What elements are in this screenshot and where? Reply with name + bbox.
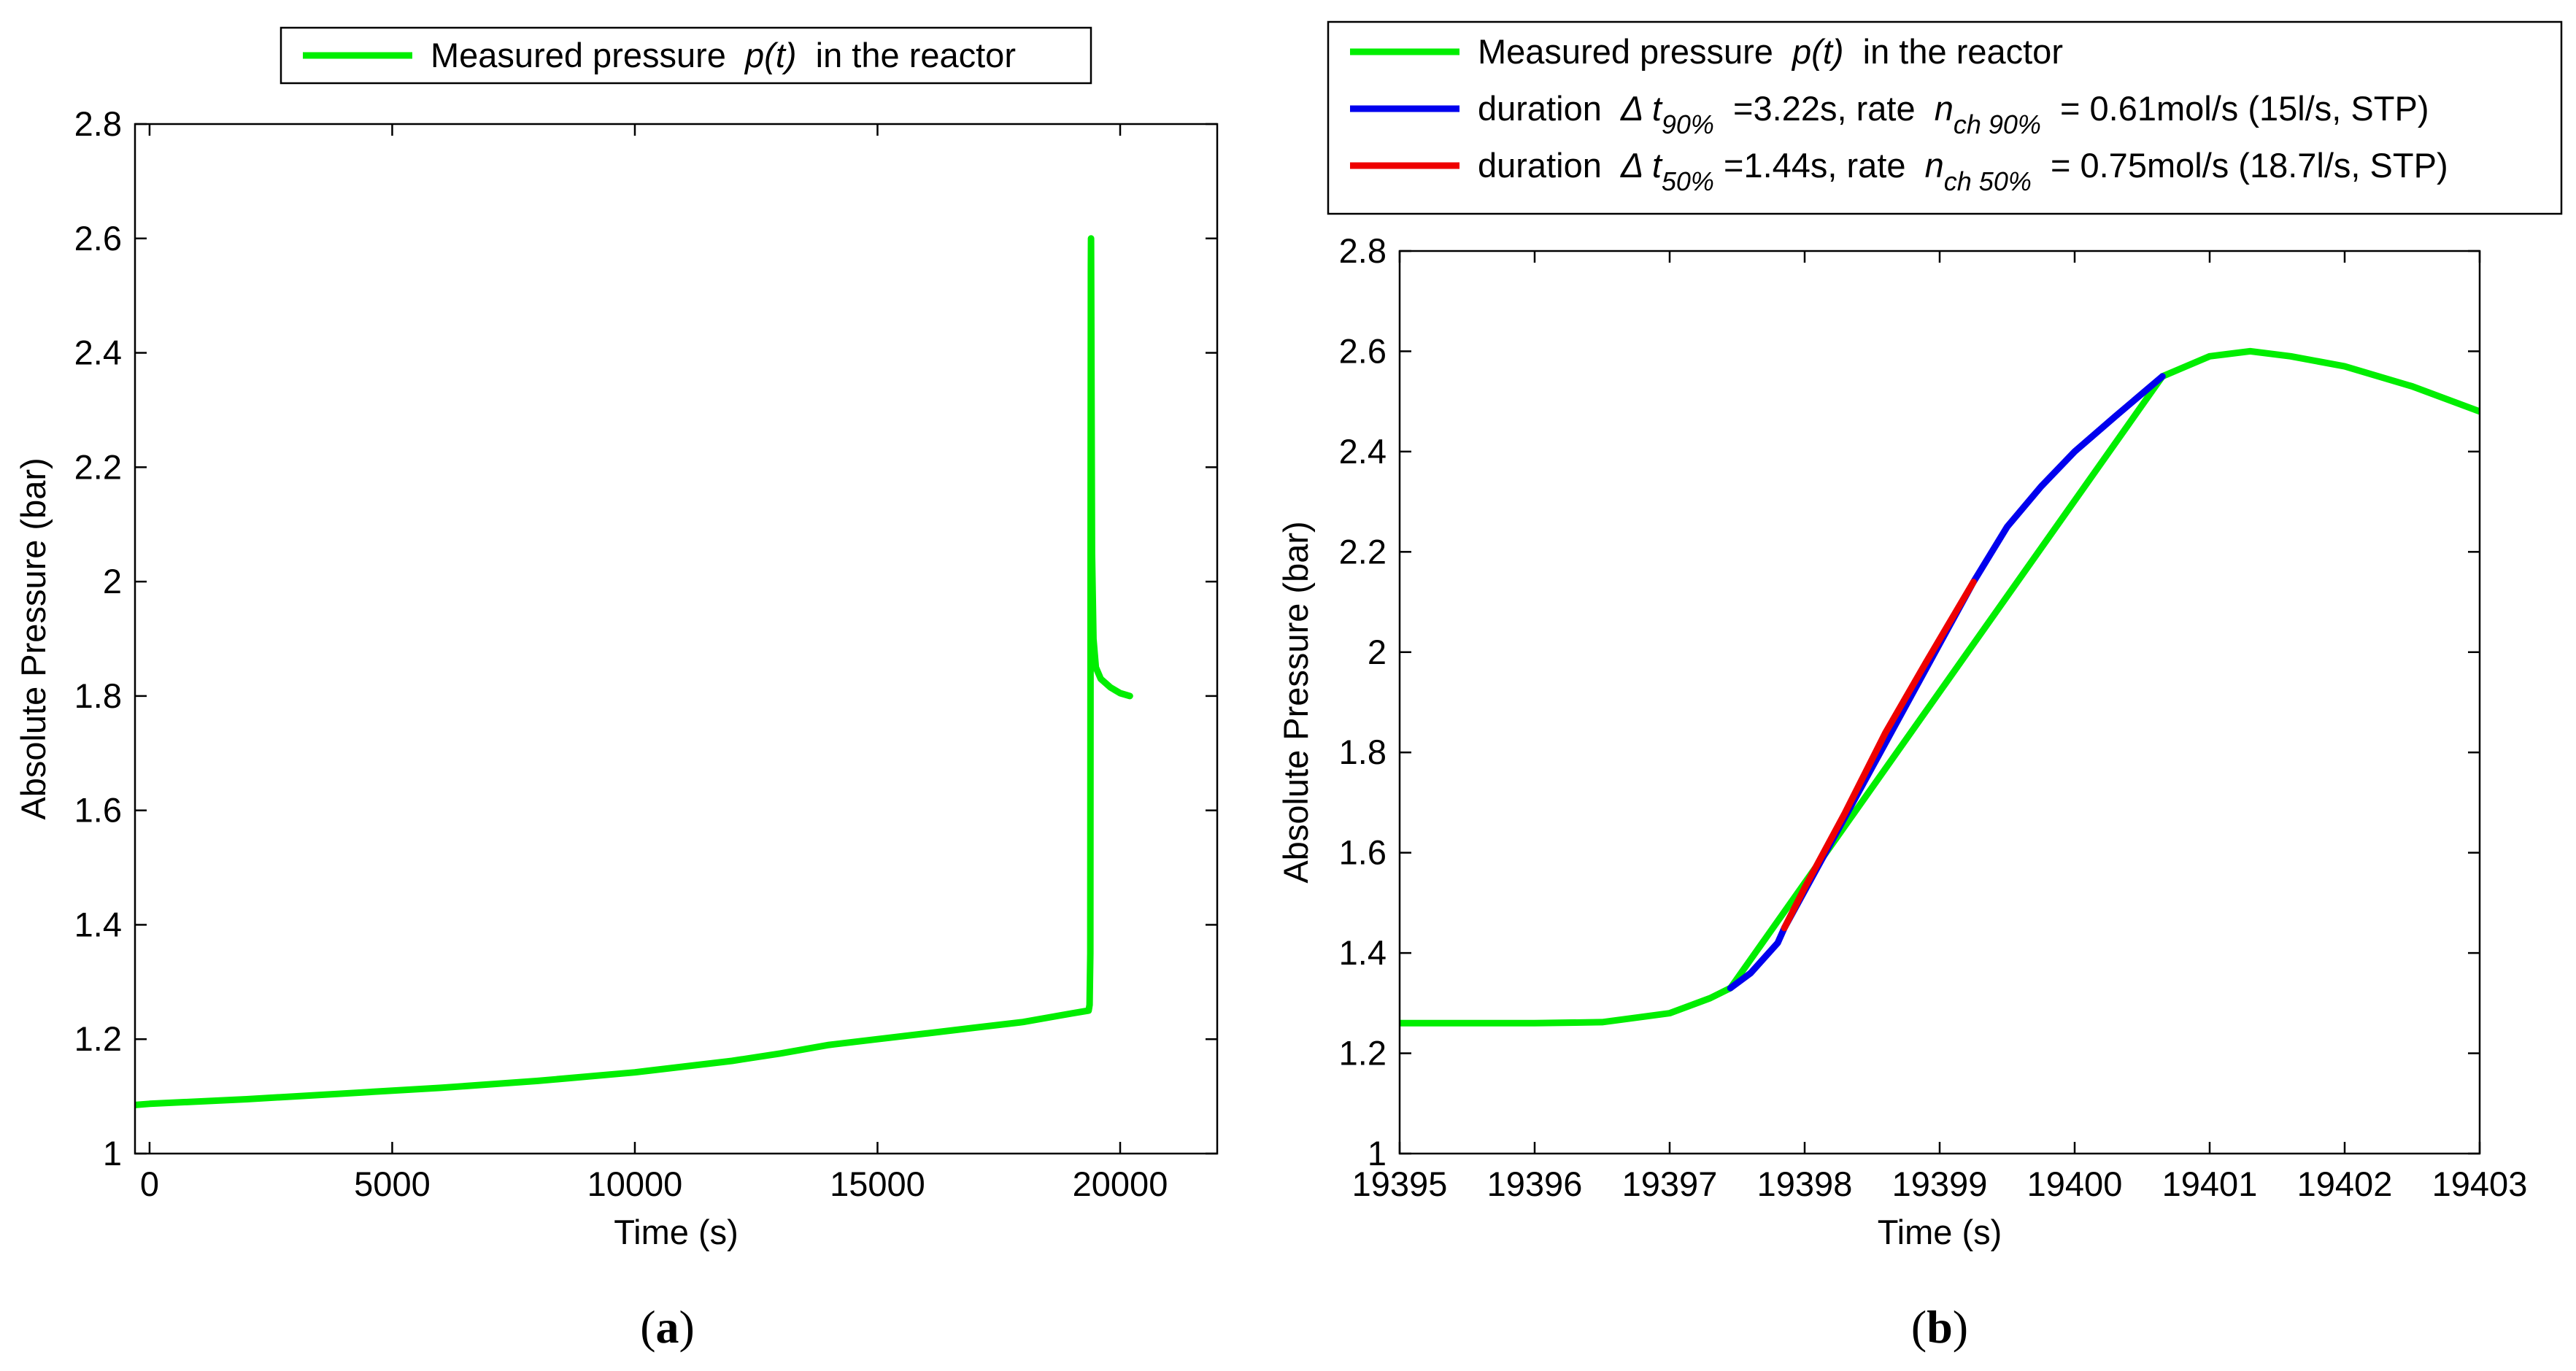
y-tick-label: 2.6 bbox=[74, 219, 122, 258]
y-tick-label: 1.6 bbox=[1339, 833, 1387, 872]
y-tick-label: 1 bbox=[103, 1134, 122, 1173]
y-tick-label: 2 bbox=[103, 562, 122, 600]
legend-entry-label: duration Δ t50% =1.44s, rate nch 50% = 0… bbox=[1478, 146, 2448, 196]
legend-box bbox=[279, 26, 1092, 85]
y-tick-label: 2.8 bbox=[74, 104, 122, 143]
legend-box bbox=[1327, 20, 2563, 215]
x-tick-label: 19395 bbox=[1352, 1165, 1448, 1203]
y-tick-label: 2.4 bbox=[1339, 432, 1387, 471]
x-tick-label: 10000 bbox=[587, 1165, 683, 1203]
y-tick-label: 1.8 bbox=[74, 676, 122, 715]
x-tick-label: 19402 bbox=[2297, 1165, 2393, 1203]
y-tick-label: 2.2 bbox=[1339, 532, 1387, 571]
y-tick-label: 1.4 bbox=[74, 905, 122, 943]
x-tick-label: 19397 bbox=[1622, 1165, 1718, 1203]
y-tick-label: 1.2 bbox=[1339, 1034, 1387, 1073]
legend-entry-label: Measured pressure p(t) in the reactor bbox=[431, 36, 1016, 74]
x-tick-label: 19400 bbox=[2027, 1165, 2123, 1203]
series-group bbox=[135, 235, 1133, 1108]
x-tick-label: 19399 bbox=[1892, 1165, 1988, 1203]
legend: Measured pressure p(t) in the reactor dur… bbox=[1327, 20, 2563, 215]
y-tick-label: 2.2 bbox=[74, 447, 122, 486]
x-tick-label: 5000 bbox=[354, 1165, 431, 1203]
plot-area-frame bbox=[134, 123, 1219, 1155]
x-tick-label: 19403 bbox=[2432, 1165, 2528, 1203]
x-tick-label: 15000 bbox=[830, 1165, 925, 1203]
chart-panel-a: 0 5000 10000 15000 20000 1 1.2 1.4 1.6 1.8 2 2.2 2.4… bbox=[14, 26, 1219, 1353]
y-tick-label: 2.4 bbox=[74, 333, 122, 372]
series-line-green bbox=[1400, 347, 2480, 1027]
y-tick-label: 1.6 bbox=[74, 791, 122, 830]
series-line-green bbox=[135, 235, 1133, 1108]
x-tick-label: 0 bbox=[140, 1165, 159, 1203]
y-tick-label: 1.4 bbox=[1339, 933, 1387, 972]
series-line-blue bbox=[1727, 373, 2166, 992]
plot-area-frame bbox=[1398, 250, 2481, 1155]
y-tick-label: 1 bbox=[1368, 1134, 1387, 1173]
panel-label: (a) bbox=[640, 1301, 695, 1353]
x-axis-label: Time (s) bbox=[614, 1213, 739, 1251]
series-group bbox=[1400, 347, 2480, 1027]
x-tick-label: 19396 bbox=[1487, 1165, 1583, 1203]
legend: Measured pressure p(t) in the reactor bbox=[279, 26, 1092, 85]
x-tick-label: 20000 bbox=[1073, 1165, 1168, 1203]
y-tick-label: 2 bbox=[1368, 633, 1387, 671]
y-axis-label: Absolute Pressure (bar) bbox=[1276, 521, 1315, 883]
x-tick-label: 19401 bbox=[2162, 1165, 2258, 1203]
x-tick-label: 19398 bbox=[1757, 1165, 1853, 1203]
y-tick-label: 1.8 bbox=[1339, 733, 1387, 771]
y-axis-label: Absolute Pressure (bar) bbox=[14, 457, 53, 819]
legend-entry-label: duration Δ t90% =3.22s, rate nch 90% = 0… bbox=[1478, 89, 2429, 139]
panel-label: (b) bbox=[1911, 1301, 1968, 1353]
y-tick-label: 2.8 bbox=[1339, 231, 1387, 270]
y-tick-label: 1.2 bbox=[74, 1019, 122, 1058]
series-line-red bbox=[1781, 579, 1977, 932]
y-tick-label: 2.6 bbox=[1339, 331, 1387, 370]
chart-panel-b: 19395 19396 19397 19398 19399 19400 19401 19402… bbox=[1276, 20, 2563, 1353]
x-axis-label: Time (s) bbox=[1878, 1213, 2002, 1251]
legend-entry-label: Measured pressure p(t) in the reactor bbox=[1478, 32, 2063, 71]
